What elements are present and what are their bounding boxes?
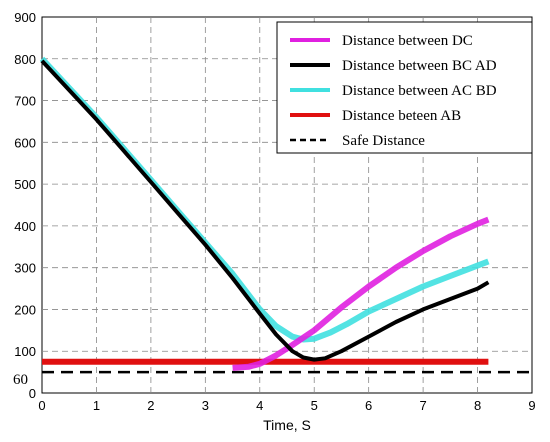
legend-label: Distance between BC AD bbox=[342, 58, 497, 74]
series-line-distance-between-bc-ad bbox=[40, 59, 490, 362]
series-layer bbox=[39, 56, 532, 374]
y-tick-label: 700 bbox=[14, 94, 36, 109]
x-tick-label: 0 bbox=[38, 398, 45, 413]
x-tick-label: 1 bbox=[93, 398, 100, 413]
x-tick-label: 8 bbox=[474, 398, 481, 413]
y-tick-label: 200 bbox=[14, 302, 36, 317]
legend-label: Safe Distance bbox=[342, 133, 425, 149]
y-tick-label: 100 bbox=[14, 344, 36, 359]
legend-label: Distance between AC BD bbox=[342, 83, 497, 99]
x-tick-label: 7 bbox=[419, 398, 426, 413]
y-tick-label: 500 bbox=[14, 177, 36, 192]
legend-label: Distance between DC bbox=[342, 33, 473, 49]
y-tick-label: 800 bbox=[14, 52, 36, 67]
y-extra-label: 60 bbox=[13, 372, 28, 388]
y-tick-label: 300 bbox=[14, 261, 36, 276]
x-tick-label: 6 bbox=[365, 398, 372, 413]
series-line-distance-between-dc bbox=[232, 216, 490, 371]
x-tick-label: 2 bbox=[147, 398, 154, 413]
legend-label: Distance beteen AB bbox=[342, 108, 461, 124]
x-tick-label: 4 bbox=[256, 398, 263, 413]
y-tick-label: 900 bbox=[14, 10, 36, 25]
x-tick-label: 9 bbox=[528, 398, 535, 413]
x-axis-label: Time, S bbox=[263, 417, 311, 433]
y-tick-label: 600 bbox=[14, 135, 36, 150]
legend: Distance between DC Distance between BC A… bbox=[276, 21, 533, 154]
legend-box bbox=[276, 21, 533, 154]
x-tick-label: 3 bbox=[202, 398, 209, 413]
y-tick-label: 0 bbox=[29, 386, 36, 401]
x-tick-label: 5 bbox=[311, 398, 318, 413]
tick-labels: 0 1 2 3 4 5 6 7 8 9 0 100 200 300 400 500 600 700 800 900 bbox=[14, 10, 535, 413]
y-tick-label: 400 bbox=[14, 219, 36, 234]
